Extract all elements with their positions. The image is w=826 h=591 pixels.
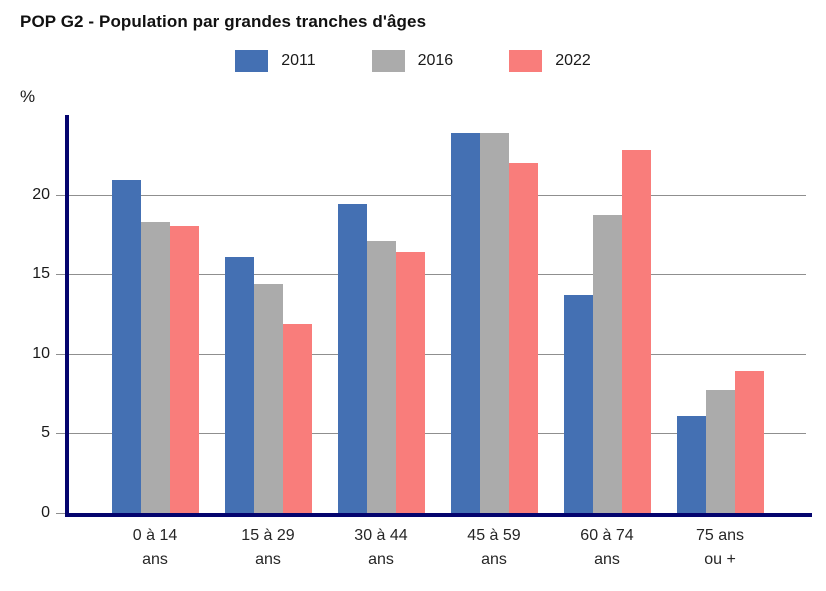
bar-2022-cat3 (395, 251, 425, 513)
bar-2011-cat5 (563, 294, 593, 513)
legend-label: 2016 (417, 52, 454, 69)
y-tick-mark-20 (56, 194, 65, 196)
bar-group-2 (224, 256, 312, 513)
x-category-label-2: 15 à 29 ans (241, 527, 295, 568)
bars-layer (69, 115, 806, 513)
gridline-15 (69, 274, 806, 276)
bar-2016-cat2 (253, 283, 283, 513)
bar-2011-cat1 (111, 180, 141, 513)
bar-2022-cat5 (621, 150, 651, 513)
bar-group-6 (676, 371, 764, 513)
bar-group-1 (111, 180, 199, 513)
chart-legend: 2011 2016 2022 (0, 50, 826, 72)
bar-2016-cat1 (140, 221, 170, 513)
chart-title: POP G2 - Population par grandes tranches… (20, 12, 427, 31)
bar-2022-cat6 (734, 371, 764, 513)
gridline-5 (69, 433, 806, 435)
bar-2016-cat4 (479, 132, 509, 513)
x-category-label-5: 60 à 74 ans (580, 527, 634, 568)
bar-group-4 (450, 132, 538, 513)
bar-2022-cat1 (169, 226, 199, 513)
legend-item-2016: 2016 (371, 50, 454, 72)
bar-2022-cat2 (282, 323, 312, 513)
x-axis-category-labels: 0 à 14 ans 15 à 29 ans 30 à 44 ans 45 à 59 ans 6… (69, 524, 806, 572)
gridline-10 (69, 353, 806, 355)
gridline-20 (69, 194, 806, 196)
bar-2011-cat6 (676, 415, 706, 513)
y-tick-label-5: 5 (41, 424, 50, 442)
bar-2011-cat2 (224, 256, 254, 513)
bar-group-5 (563, 150, 651, 513)
y-tick-label-15: 15 (32, 265, 50, 283)
legend-swatch-2011 (235, 50, 269, 72)
bar-group-3 (337, 204, 425, 513)
y-tick-mark-5 (56, 433, 65, 435)
plot-area (69, 115, 806, 513)
y-tick-label-0: 0 (41, 504, 50, 521)
y-tick-mark-10 (56, 353, 65, 355)
bar-2011-cat4 (450, 132, 480, 513)
x-category-label-1: 0 à 14 ans (132, 527, 178, 568)
bar-2022-cat4 (508, 162, 538, 513)
x-axis-line (65, 513, 812, 517)
x-category-label-4: 45 à 59 ans (467, 527, 521, 568)
legend-swatch-2016 (371, 50, 405, 72)
y-tick-mark-0 (56, 513, 65, 514)
y-axis-unit-label: % (20, 87, 36, 106)
y-axis-line (65, 115, 69, 517)
y-tick-mark-15 (56, 274, 65, 276)
legend-swatch-2022 (509, 50, 543, 72)
y-tick-label-20: 20 (32, 185, 50, 203)
bar-2016-cat6 (705, 390, 735, 513)
x-category-label-3: 30 à 44 ans (354, 527, 408, 568)
legend-label: 2022 (555, 52, 591, 69)
legend-item-2022: 2022 (509, 50, 591, 72)
legend-item-2011: 2011 (235, 50, 316, 72)
legend-label: 2011 (281, 52, 316, 69)
y-tick-label-10: 10 (32, 344, 50, 362)
bar-2016-cat3 (366, 240, 396, 513)
bar-2016-cat5 (592, 215, 622, 513)
x-category-label-6: 75 ans ou + (695, 527, 745, 568)
bar-2011-cat3 (337, 204, 367, 513)
